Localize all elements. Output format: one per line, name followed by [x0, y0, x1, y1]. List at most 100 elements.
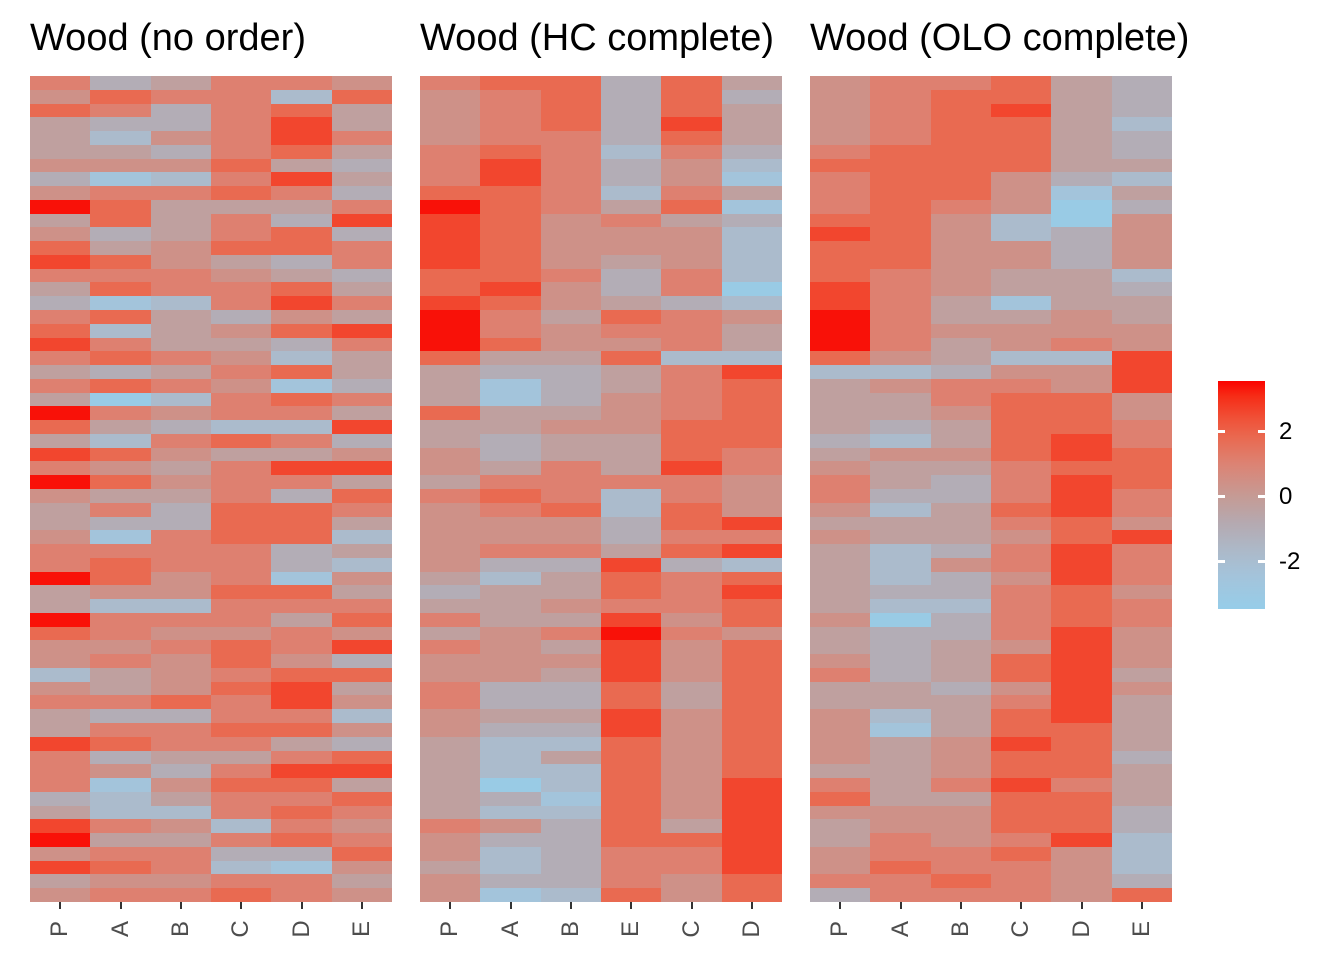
heatmap-cell	[661, 488, 722, 503]
heatmap-cell	[600, 310, 662, 324]
heatmap-cell	[810, 736, 871, 751]
heatmap-cell	[90, 103, 151, 118]
heatmap-cell	[480, 186, 541, 200]
heatmap-cell	[480, 791, 541, 806]
heatmap-cell	[540, 378, 601, 393]
heatmap-cell	[870, 433, 931, 448]
heatmap-cell	[420, 778, 481, 792]
heatmap-cell	[480, 557, 541, 572]
heatmap-cell	[271, 172, 332, 187]
heatmap-cell	[810, 199, 871, 214]
heatmap-cell	[540, 365, 601, 379]
heatmap-cell	[870, 502, 931, 517]
heatmap-cell	[930, 76, 991, 90]
heatmap-cell	[1111, 585, 1172, 600]
heatmap-cell	[990, 805, 1052, 820]
heatmap-cell	[1051, 888, 1112, 902]
heatmap-cell	[210, 296, 272, 311]
heatmap-cell	[331, 282, 392, 297]
heatmap-cell	[90, 241, 151, 255]
heatmap-cell	[930, 557, 991, 572]
heatmap-cell	[930, 365, 991, 379]
heatmap-cell	[1111, 488, 1172, 503]
heatmap-cell	[90, 571, 151, 586]
heatmap-cell	[721, 626, 782, 641]
heatmap-cell	[271, 475, 332, 489]
heatmap-cell	[210, 805, 272, 820]
heatmap-cell	[331, 213, 392, 228]
heatmap-cell	[930, 337, 991, 352]
heatmap-cell	[331, 406, 392, 421]
heatmap-cell	[1051, 709, 1112, 724]
heatmap-cell	[1111, 709, 1172, 724]
heatmap-cell	[600, 681, 662, 696]
heatmap-cell	[331, 296, 392, 311]
heatmap-cell	[480, 172, 541, 187]
heatmap-cell	[661, 805, 722, 820]
heatmap-cell	[30, 186, 91, 200]
heatmap-cell	[150, 378, 211, 393]
heatmap-cell	[870, 599, 931, 613]
heatmap-cell	[721, 337, 782, 352]
heatmap-cell	[600, 392, 662, 407]
heatmap-cell	[990, 888, 1052, 902]
heatmap-cell	[271, 365, 332, 379]
heatmap-cell	[721, 764, 782, 779]
heatmap-cell	[600, 833, 662, 847]
heatmap-cell	[990, 819, 1052, 834]
heatmap-cell	[930, 89, 991, 104]
heatmap-cell	[930, 874, 991, 889]
column-label-E: E	[1127, 920, 1155, 938]
heatmap-cell	[420, 888, 481, 902]
column-label-C: C	[677, 920, 705, 938]
heatmap-cell	[870, 874, 931, 889]
heatmap-cell	[271, 516, 332, 531]
heatmap-cell	[540, 833, 601, 847]
heatmap-cell	[271, 667, 332, 682]
heatmap-cell	[661, 530, 722, 545]
heatmap-cell	[990, 695, 1052, 710]
heatmap-cell	[540, 213, 601, 228]
heatmap-cell	[480, 76, 541, 90]
heatmap-cell	[870, 365, 931, 379]
heatmap-cell	[480, 433, 541, 448]
heatmap-cell	[810, 420, 871, 434]
heatmap-cell	[30, 667, 91, 682]
heatmap-cell	[721, 420, 782, 434]
heatmap-cell	[1111, 475, 1172, 489]
heatmap-cell	[210, 337, 272, 352]
heatmap-cell	[210, 833, 272, 847]
heatmap-cell	[870, 392, 931, 407]
heatmap-cell	[30, 117, 91, 132]
heatmap-cell	[661, 433, 722, 448]
heatmap-cell	[540, 131, 601, 145]
heatmap-cell	[150, 612, 211, 627]
heatmap-cell	[540, 626, 601, 641]
heatmap-cell	[1051, 475, 1112, 489]
heatmap-cell	[661, 365, 722, 379]
heatmap-cell	[480, 406, 541, 421]
heatmap-cell	[600, 254, 662, 269]
heatmap-cell	[1051, 860, 1112, 875]
heatmap-cell	[420, 351, 481, 366]
heatmap-cell	[810, 695, 871, 710]
heatmap-cell	[540, 241, 601, 255]
heatmap-cell	[721, 172, 782, 187]
heatmap-cell	[990, 626, 1052, 641]
heatmap-cell	[1111, 874, 1172, 889]
heatmap-cell	[600, 723, 662, 737]
column-label-E: E	[347, 920, 375, 938]
heatmap-cell	[930, 199, 991, 214]
heatmap-cell	[1051, 599, 1112, 613]
heatmap-cell	[271, 860, 332, 875]
heatmap-cell	[540, 172, 601, 187]
heatmap-cell	[810, 337, 871, 352]
heatmap-cell	[721, 158, 782, 173]
heatmap-cell	[90, 186, 151, 200]
heatmap-cell	[271, 227, 332, 242]
heatmap-cell	[810, 475, 871, 489]
heatmap-cell	[540, 447, 601, 462]
column-label-B: B	[166, 920, 194, 938]
heatmap-cell	[1051, 571, 1112, 586]
heatmap-cell	[1051, 227, 1112, 242]
